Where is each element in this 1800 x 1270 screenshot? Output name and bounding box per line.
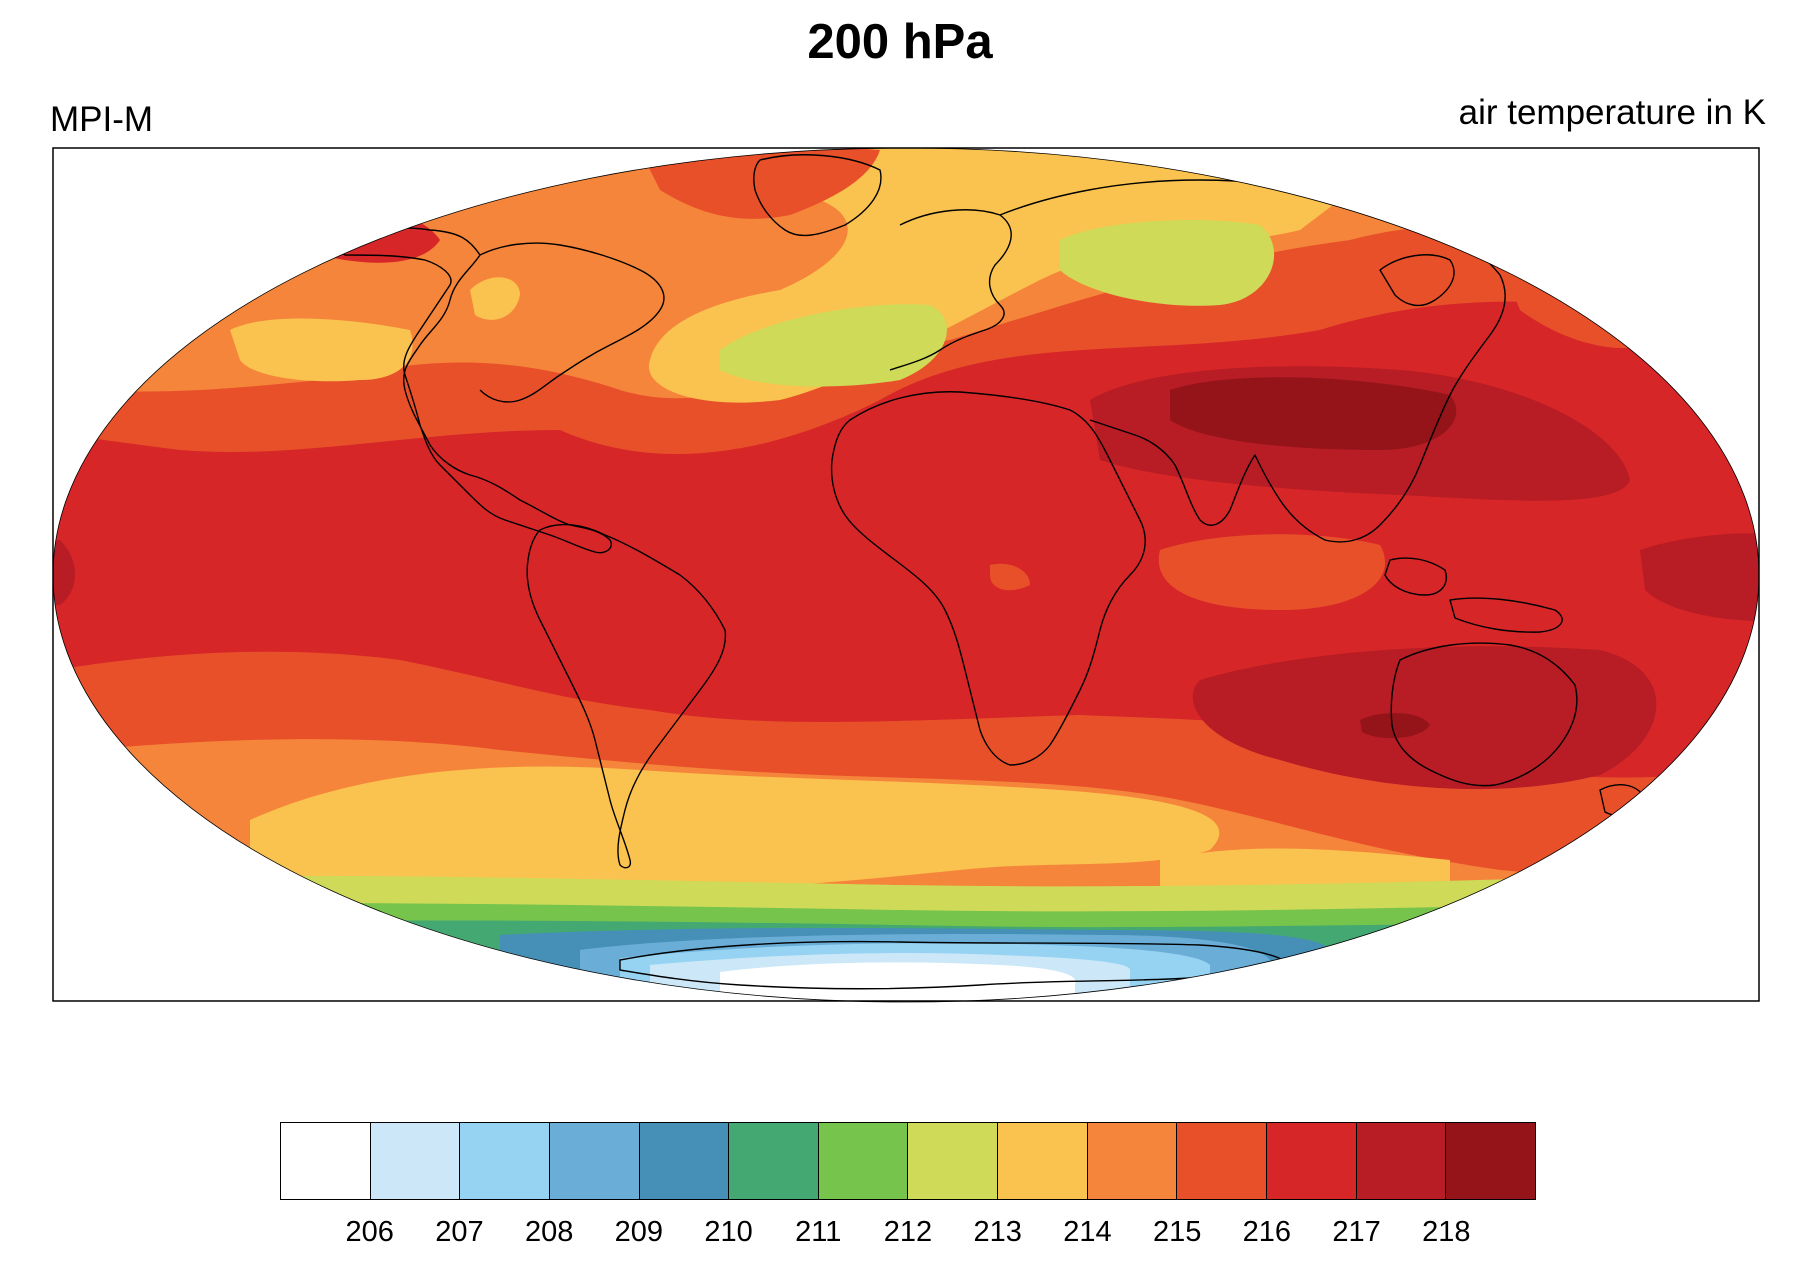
colorbar-swatch	[998, 1123, 1088, 1199]
map-frame	[52, 147, 1760, 1002]
colorbar-swatch	[1356, 1123, 1447, 1199]
field-213-canada	[470, 277, 520, 320]
colorbar-swatch	[1087, 1123, 1178, 1199]
colorbar-tick-label: 217	[1332, 1216, 1381, 1248]
colorbar-tick-label: 209	[614, 1216, 664, 1248]
field-212-atlantic	[720, 304, 947, 387]
field-215-africa	[990, 563, 1030, 591]
colorbar-tick-label: 214	[1063, 1216, 1112, 1248]
field-213-214-south	[250, 766, 1220, 890]
coast-north-america	[329, 227, 612, 554]
coast-canada-east	[479, 242, 665, 403]
colorbar	[280, 1122, 1536, 1200]
coast-africa	[830, 391, 1146, 766]
field-below-206-antarctica	[720, 962, 1076, 1002]
colorbar-swatch	[818, 1123, 909, 1199]
colorbar-swatch	[1177, 1123, 1268, 1199]
colorbar-tick-label: 206	[345, 1216, 394, 1248]
field-217-west-pacific	[1640, 533, 1759, 622]
colorbar-tick-label: 212	[883, 1216, 933, 1248]
colorbar-swatch	[908, 1123, 999, 1199]
colorbar-tick-label: 216	[1242, 1216, 1292, 1248]
field-217-east-pacific	[53, 540, 75, 605]
colorbar-tick-label: 207	[435, 1216, 484, 1248]
colorbar-tick-label: 215	[1152, 1216, 1202, 1248]
colorbar-swatch	[281, 1123, 371, 1199]
field-213-pacific	[230, 318, 413, 382]
coast-australia	[1390, 642, 1578, 787]
colorbar-tick-label: 213	[973, 1216, 1022, 1248]
coast-new-guinea	[1449, 597, 1563, 633]
colorbar-swatch	[1267, 1123, 1357, 1199]
field-215-arctic	[640, 148, 880, 219]
variable-label: air temperature in K	[1458, 93, 1766, 132]
model-label: MPI-M	[50, 100, 154, 139]
coast-greenland	[753, 154, 882, 237]
colorbar-tick-label: 210	[704, 1216, 753, 1248]
colorbar-swatch	[729, 1123, 819, 1199]
colorbar-tick-label: 218	[1422, 1216, 1471, 1248]
colorbar-labels: 206 207 208 209 210 211 212 213 214 215 216 217 218	[280, 1216, 1536, 1256]
colorbar-swatch	[460, 1123, 550, 1199]
colorbar-swatch	[1446, 1123, 1535, 1199]
field-212-siberia	[1060, 220, 1275, 306]
coast-europe	[889, 209, 1012, 371]
colorbar-swatch	[639, 1123, 730, 1199]
field-218-australia	[1360, 713, 1430, 739]
field-215-indian	[1158, 534, 1386, 610]
field-217-australia	[1192, 646, 1657, 790]
colorbar-swatch	[549, 1123, 640, 1199]
field-218-tibet	[1170, 377, 1457, 450]
colorbar-swatch	[370, 1123, 461, 1199]
colorbar-tick-label: 211	[795, 1216, 842, 1248]
coast-kamchatka	[1379, 254, 1455, 307]
coast-borneo	[1384, 557, 1447, 596]
coast-south-america	[526, 523, 727, 869]
temperature-field	[53, 148, 1759, 1002]
coastlines	[329, 154, 1646, 990]
colorbar-tick-label: 208	[524, 1216, 574, 1248]
map-title: 200 hPa	[807, 15, 993, 69]
